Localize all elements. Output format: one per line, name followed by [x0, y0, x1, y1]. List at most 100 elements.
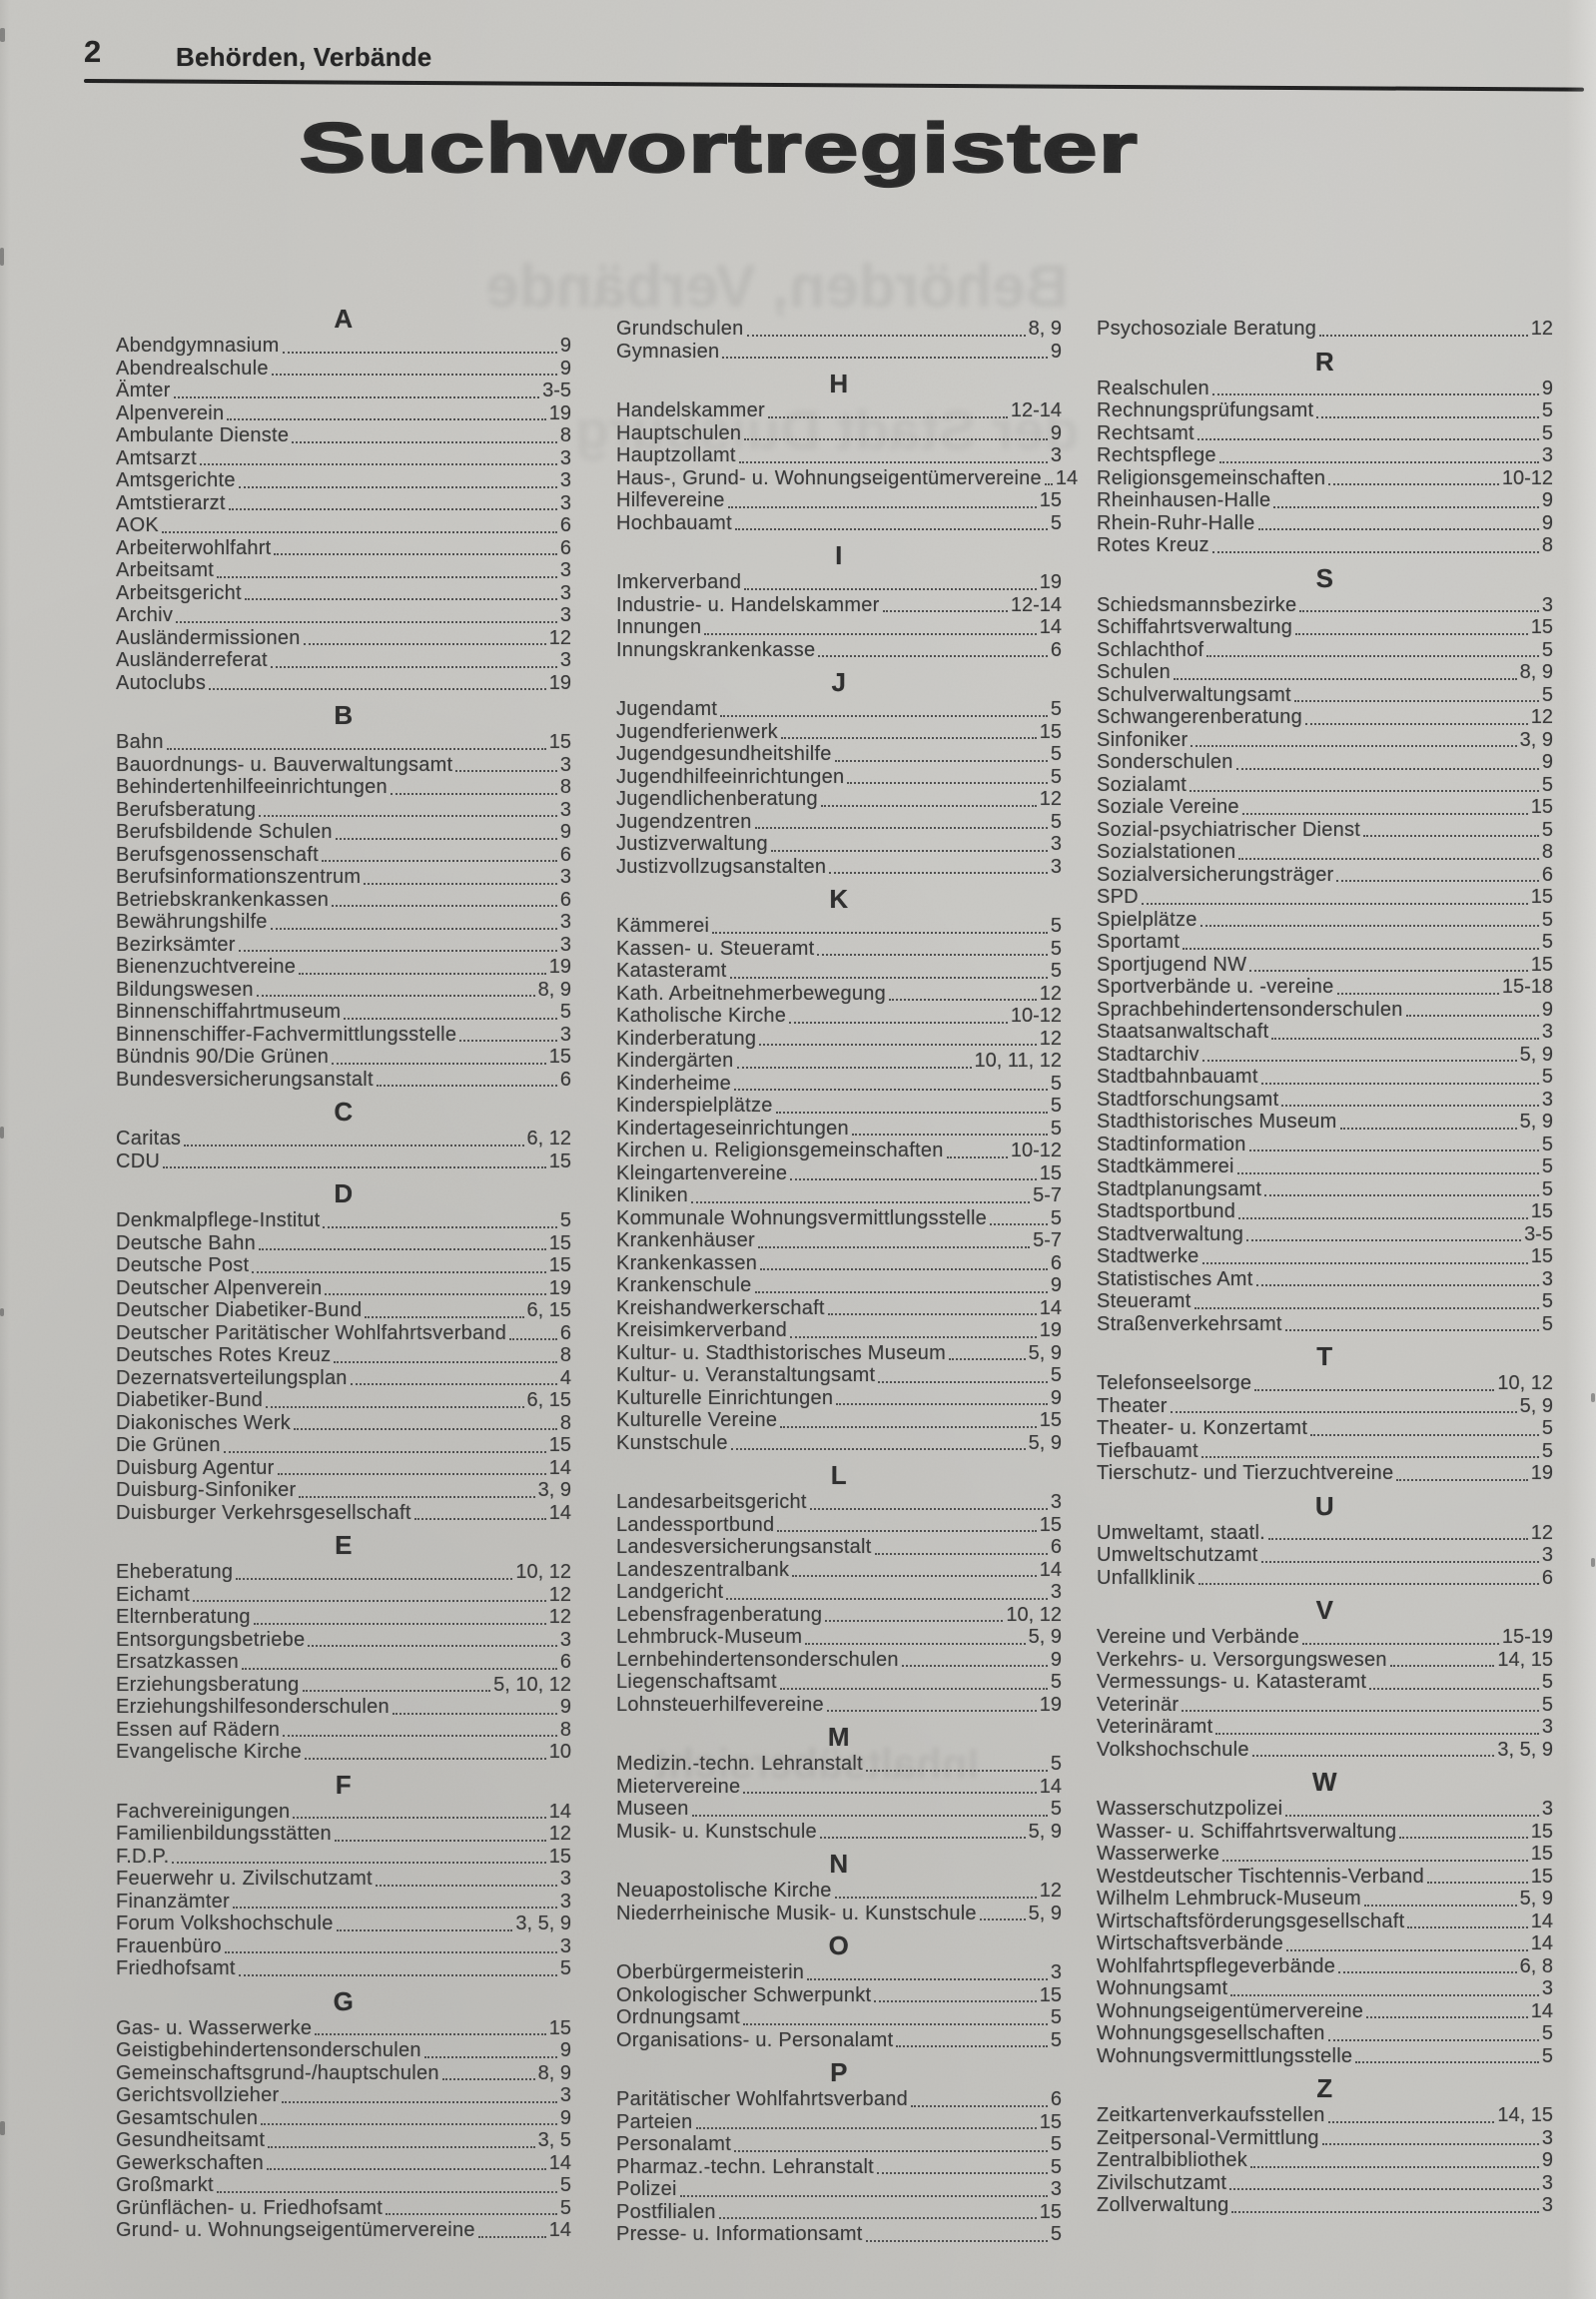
entry-label: Tiefbauamt	[1097, 1439, 1198, 1462]
index-block: V Vereine und Verbände 15-19 Verkehrs- u. V…	[1097, 1589, 1553, 1761]
dot-leader	[315, 2033, 546, 2035]
entry-label: Erziehungshilfesonderschulen	[116, 1696, 390, 1718]
entry-page-numbers: 3	[559, 1934, 571, 1957]
entry-label: Schwangerenberatung	[1097, 706, 1303, 728]
entry-label: Kämmerei	[616, 915, 710, 937]
dot-leader	[1257, 528, 1539, 530]
entry-label: Evangelische Kirche	[116, 1741, 302, 1763]
entry-page-numbers: 5	[1050, 1206, 1062, 1229]
dot-leader	[1336, 880, 1539, 882]
entry-page-numbers: 3	[1541, 1267, 1553, 1290]
entry-label: Pharmaz.-techn. Lehranstalt	[616, 2155, 874, 2178]
entry-label: Ersatzkassen	[116, 1651, 240, 1673]
dot-leader	[1194, 1306, 1539, 1309]
entry-label: Familienbildungsstätten	[116, 1823, 332, 1845]
entry-label: Schulen	[1097, 661, 1172, 683]
dot-leader	[882, 610, 1008, 612]
entry-label: Berufsgenossenschaft	[116, 843, 319, 866]
entry-label: Sozial-psychiatrischer Dienst	[1097, 818, 1361, 841]
section-letter: D	[334, 1178, 354, 1208]
index-row: Friedhofsamt 5	[116, 1957, 571, 1980]
index-row: Behindertenhilfeeinrichtungen 8	[116, 776, 571, 799]
index-row: Kindertageseinrichtungen 5	[616, 1118, 1062, 1141]
entry-page-numbers: 9	[559, 1696, 571, 1718]
entry-page-numbers: 14	[1039, 1558, 1062, 1581]
dot-leader	[1285, 1814, 1539, 1817]
entry-page-numbers: 14	[1039, 1296, 1062, 1319]
dot-leader	[757, 1245, 1031, 1248]
entry-label: Katasteramt	[616, 960, 727, 982]
dot-leader	[819, 1837, 1026, 1839]
dot-leader	[459, 1040, 557, 1042]
entry-label: Zeitkartenverkaufsstellen	[1097, 2104, 1325, 2126]
dot-leader	[889, 999, 1037, 1001]
entry-label: Religionsgemeinschaften	[1097, 466, 1326, 489]
dot-leader	[238, 485, 557, 488]
entry-page-numbers: 14	[1039, 616, 1062, 638]
dot-leader	[176, 620, 557, 623]
dot-leader	[1319, 334, 1528, 337]
entry-page-numbers: 6	[1050, 638, 1062, 661]
dot-leader	[695, 2127, 1037, 2129]
dot-leader	[742, 2022, 1048, 2025]
entry-label: Steueramt	[1097, 1290, 1192, 1312]
dot-leader	[267, 2168, 546, 2170]
index-row: Schlachthof 5	[1097, 639, 1553, 662]
entry-page-numbers: 5, 9	[1519, 1394, 1553, 1417]
entry-label: Rechtspflege	[1097, 444, 1216, 466]
index-row: Wohlfahrtspflegeverbände 6, 8	[1097, 1955, 1553, 1978]
entry-label: Ambulante Dienste	[116, 424, 290, 446]
dot-leader	[270, 665, 557, 668]
entry-label: Kultur- u. Veranstaltungsamt	[616, 1364, 876, 1386]
dot-leader	[299, 1495, 535, 1498]
index-row: Kunstschule 5, 9	[616, 1432, 1062, 1455]
dot-leader	[224, 1951, 557, 1953]
entry-label: Rotes Kreuz	[1097, 534, 1209, 556]
entry-page-numbers: 12	[548, 1606, 571, 1628]
entry-page-numbers: 6	[1541, 1566, 1553, 1589]
index-row: Schiedsmannsbezirke 3	[1097, 594, 1553, 617]
entry-label: Industrie- u. Handelskammer	[616, 593, 880, 616]
dot-leader	[334, 1360, 557, 1363]
dot-leader	[209, 688, 546, 690]
entry-label: Frauenbüro	[116, 1934, 222, 1957]
entry-page-numbers: 8	[559, 1718, 571, 1741]
index-row: Denkmalpflege-Institut 5	[116, 1209, 571, 1232]
dot-leader	[789, 1335, 1037, 1338]
entry-page-numbers: 3	[559, 911, 571, 933]
entry-page-numbers: 5	[1541, 1693, 1553, 1716]
entry-page-numbers: 5	[559, 1957, 571, 1979]
index-row: Arbeiterwohlfahrt 6	[116, 537, 571, 560]
entry-label: Volkshochschule	[1097, 1738, 1249, 1761]
index-row: Deutscher Paritätischer Wohlfahrtsverban…	[116, 1322, 571, 1345]
entry-label: Westdeutscher Tischtennis-Verband	[1097, 1865, 1425, 1888]
entry-page-numbers: 5, 10, 12	[493, 1673, 571, 1696]
index-block: A Abendgymnasium 9 Abendrealschule 9 Ämter 3-5…	[116, 298, 571, 694]
index-row: Bildungswesen 8, 9	[116, 979, 571, 1002]
entry-page-numbers: 10, 12	[515, 1561, 571, 1583]
index-row: Kliniken 5-7	[616, 1184, 1062, 1207]
entry-label: Theater	[1097, 1394, 1168, 1417]
index-row: Imkerverband 19	[616, 571, 1062, 594]
entry-page-numbers: 15	[1039, 2110, 1062, 2133]
entry-page-numbers: 15	[548, 1150, 571, 1172]
entry-page-numbers: 5	[1050, 765, 1062, 788]
index-row: Lebensfragenberatung 10, 12	[616, 1604, 1062, 1627]
index-row: Landessportbund 15	[616, 1514, 1062, 1537]
section-letter: Z	[1316, 2073, 1333, 2103]
entry-page-numbers: 5	[559, 2196, 571, 2219]
dot-leader	[777, 1530, 1037, 1532]
index-block: J Jugendamt 5 Jugendferienwerk 15 Jugendgesun…	[616, 661, 1062, 878]
index-row: Theater- u. Konzertamt 5	[1097, 1417, 1553, 1440]
index-row: Duisburg-Sinfoniker 3, 9	[116, 1479, 571, 1502]
dot-leader	[1235, 767, 1539, 770]
index-row: Stadtkämmerei 5	[1097, 1155, 1553, 1178]
entry-page-numbers: 14	[1039, 1775, 1062, 1798]
dot-leader	[350, 1383, 557, 1385]
entry-page-numbers: 9	[1541, 489, 1553, 511]
index-row: Niederrheinische Musik- u. Kunstschule 5,…	[616, 1903, 1062, 1925]
dot-leader	[780, 1425, 1037, 1428]
dot-leader	[1399, 1837, 1528, 1839]
entry-label: Handelskammer	[616, 399, 765, 421]
